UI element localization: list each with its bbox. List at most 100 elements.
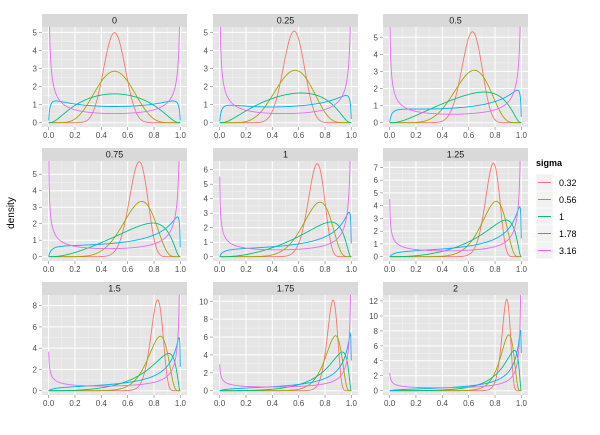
x-tick-label: 0.0 bbox=[43, 399, 55, 408]
facet-strip-label: 0.25 bbox=[277, 16, 295, 26]
x-tick-label: 0.8 bbox=[148, 265, 160, 274]
y-tick-label: 3 bbox=[33, 65, 38, 74]
density-curve bbox=[389, 350, 522, 392]
y-tick-label: 4 bbox=[204, 46, 209, 55]
x-tick-label: 1.0 bbox=[346, 399, 358, 408]
y-tick-label: 2 bbox=[204, 224, 209, 233]
y-tick-label: 4 bbox=[374, 202, 379, 211]
x-tick-label: 0.6 bbox=[293, 399, 305, 408]
legend-label: 3.16 bbox=[559, 246, 577, 256]
x-tick-label: 0.8 bbox=[319, 399, 331, 408]
x-tick-label: 0.0 bbox=[214, 399, 226, 408]
y-tick-label: 5 bbox=[33, 170, 38, 179]
y-tick-label: 2 bbox=[33, 83, 38, 92]
facet-strip-label: 1.25 bbox=[447, 150, 465, 160]
y-tick-label: 2 bbox=[33, 365, 38, 374]
y-tick-label: 0 bbox=[33, 253, 38, 262]
x-tick-label: 1.0 bbox=[175, 265, 187, 274]
x-tick-label: 0.0 bbox=[384, 399, 396, 408]
density-curve bbox=[389, 91, 522, 124]
y-tick-label: 4 bbox=[33, 344, 38, 353]
x-tick-label: 0.8 bbox=[319, 131, 331, 140]
density-curve bbox=[219, 69, 352, 124]
facet-panel: 0.5 0.0 0.2 0.4 0.6 0.8 1.0 0 1 2 3 4 5 bbox=[374, 14, 528, 140]
x-tick-label: 0.4 bbox=[437, 131, 449, 140]
x-tick-label: 0.2 bbox=[69, 131, 81, 140]
y-tick-label: 0 bbox=[33, 387, 38, 396]
y-tick-label: 2 bbox=[374, 227, 379, 236]
x-tick-label: 0.8 bbox=[148, 399, 160, 408]
x-tick-label: 0.4 bbox=[96, 265, 108, 274]
facet-panel: 2 0.0 0.2 0.4 0.6 0.8 1.0 0 2 4 6 8 10 12 bbox=[369, 282, 528, 408]
y-tick-label: 8 bbox=[33, 302, 38, 311]
density-curve bbox=[219, 351, 352, 392]
x-tick-label: 0.6 bbox=[293, 265, 305, 274]
density-curve bbox=[48, 201, 181, 258]
y-tick-label: 5 bbox=[33, 28, 38, 37]
y-tick-label: 3 bbox=[33, 203, 38, 212]
density-curve bbox=[48, 353, 181, 392]
facet-panel: 0.75 0.0 0.2 0.4 0.6 0.8 1.0 0 1 2 3 4 5 bbox=[33, 148, 187, 274]
x-tick-label: 0.4 bbox=[267, 131, 279, 140]
x-tick-label: 0.6 bbox=[122, 399, 134, 408]
x-tick-label: 0.2 bbox=[240, 131, 252, 140]
y-tick-label: 1 bbox=[204, 101, 209, 110]
y-tick-label: 6 bbox=[374, 342, 379, 351]
y-tick-label: 4 bbox=[204, 195, 209, 204]
x-tick-label: 0.2 bbox=[410, 131, 422, 140]
density-curve bbox=[219, 27, 351, 115]
facet-panel: 1.5 0.0 0.2 0.4 0.6 0.8 1.0 0 2 4 6 8 bbox=[33, 282, 187, 408]
facet-strip bbox=[213, 148, 358, 161]
x-tick-label: 0.4 bbox=[96, 131, 108, 140]
x-tick-label: 0.8 bbox=[489, 399, 501, 408]
y-tick-label: 7 bbox=[374, 163, 379, 172]
density-curve bbox=[389, 161, 521, 252]
y-tick-label: 3 bbox=[374, 67, 379, 76]
density-curve bbox=[48, 70, 181, 124]
x-tick-label: 0.0 bbox=[384, 131, 396, 140]
x-tick-label: 0.8 bbox=[319, 265, 331, 274]
x-tick-label: 0.4 bbox=[437, 399, 449, 408]
y-tick-label: 2 bbox=[33, 220, 38, 229]
x-tick-label: 0.6 bbox=[463, 131, 475, 140]
x-tick-label: 0.0 bbox=[384, 265, 396, 274]
x-tick-label: 1.0 bbox=[516, 131, 528, 140]
y-tick-label: 1 bbox=[374, 102, 379, 111]
x-tick-label: 1.0 bbox=[175, 399, 187, 408]
facet-strip bbox=[383, 282, 528, 295]
density-curve bbox=[48, 32, 181, 124]
x-tick-label: 0.2 bbox=[240, 265, 252, 274]
facet-strip bbox=[42, 282, 187, 295]
density-curve bbox=[389, 27, 521, 115]
density-curve bbox=[219, 92, 352, 124]
x-tick-label: 0.0 bbox=[214, 265, 226, 274]
y-tick-label: 2 bbox=[374, 85, 379, 94]
density-curve bbox=[48, 161, 180, 250]
y-tick-label: 5 bbox=[374, 33, 379, 42]
y-tick-label: 2 bbox=[374, 372, 379, 381]
density-curve bbox=[389, 89, 522, 123]
density-curve bbox=[48, 295, 180, 387]
x-tick-label: 1.0 bbox=[346, 265, 358, 274]
y-tick-label: 6 bbox=[204, 333, 209, 342]
x-tick-label: 0.2 bbox=[69, 265, 81, 274]
y-tick-label: 0 bbox=[204, 253, 209, 262]
x-tick-label: 0.4 bbox=[96, 399, 108, 408]
y-tick-label: 4 bbox=[33, 46, 38, 55]
x-tick-label: 0.2 bbox=[240, 399, 252, 408]
y-tick-label: 2 bbox=[204, 83, 209, 92]
density-curve bbox=[48, 222, 181, 258]
x-tick-label: 0.8 bbox=[489, 131, 501, 140]
density-curve bbox=[389, 69, 522, 124]
y-tick-label: 4 bbox=[33, 187, 38, 196]
facet-panel: 0 0.0 0.2 0.4 0.6 0.8 1.0 0 1 2 3 4 5 bbox=[33, 14, 187, 140]
facet-strip bbox=[213, 282, 358, 295]
y-tick-label: 6 bbox=[204, 166, 209, 175]
facet-strip bbox=[213, 14, 358, 27]
density-curve bbox=[48, 100, 181, 121]
y-tick-label: 0 bbox=[374, 387, 379, 396]
legend-label: 0.32 bbox=[559, 178, 577, 188]
